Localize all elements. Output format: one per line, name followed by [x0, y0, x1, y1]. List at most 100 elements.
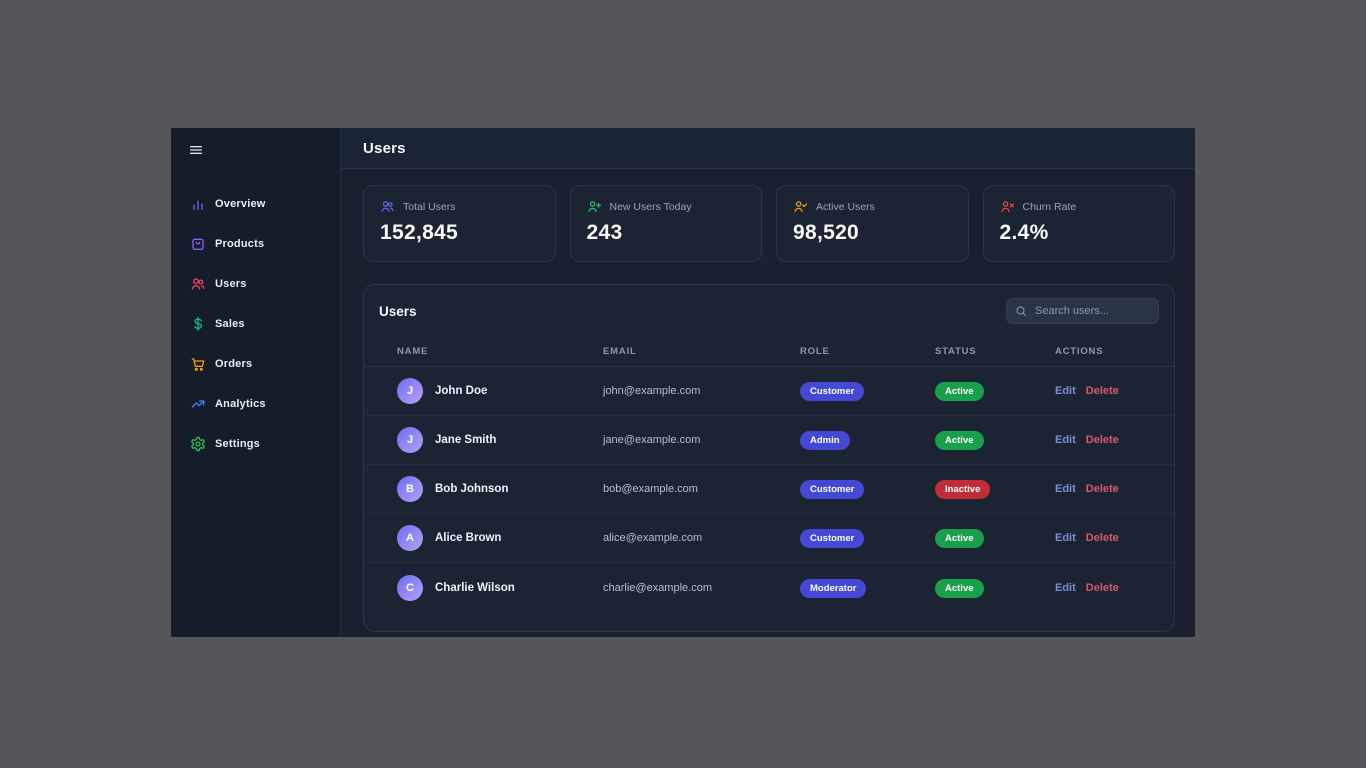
table-row: C Charlie Wilson charlie@example.com Mod… — [364, 563, 1174, 612]
delete-link[interactable]: Delete — [1085, 483, 1119, 495]
menu-icon — [188, 142, 204, 158]
user-name: Charlie Wilson — [435, 581, 515, 594]
sidebar-item-label: Overview — [215, 198, 266, 210]
avatar: A — [397, 525, 423, 551]
stat-value: 152,845 — [380, 221, 459, 244]
users-icon — [380, 199, 395, 214]
table-row: B Bob Johnson bob@example.com Customer I… — [364, 465, 1174, 514]
sidebar: Overview Products Users Sales Orders Ana… — [171, 128, 341, 637]
user-email: bob@example.com — [603, 483, 698, 495]
avatar: C — [397, 574, 423, 601]
user-email: alice@example.com — [603, 532, 703, 544]
column-header: EMAIL — [603, 346, 637, 357]
sidebar-item-sales[interactable]: Sales — [171, 304, 340, 344]
table-header-row: NAME EMAIL ROLE STATUS ACTIONS — [364, 337, 1174, 367]
user-name: Alice Brown — [435, 532, 502, 544]
sidebar-nav: Overview Products Users Sales Orders Ana… — [171, 184, 340, 464]
sidebar-item-settings[interactable]: Settings — [171, 424, 340, 464]
delete-link[interactable]: Delete — [1085, 434, 1119, 446]
shopping-bag-icon — [190, 236, 206, 252]
sidebar-item-users[interactable]: Users — [171, 264, 340, 304]
cart-icon — [190, 356, 206, 372]
edit-link[interactable]: Edit — [1055, 385, 1076, 397]
status-badge: Active — [935, 431, 984, 450]
user-name: John Doe — [435, 385, 488, 397]
column-header: ACTIONS — [1055, 346, 1104, 357]
role-badge: Moderator — [800, 578, 867, 598]
sidebar-item-label: Products — [215, 238, 265, 250]
content: Total Users 152,845 New Users Today 243 … — [341, 169, 1195, 637]
user-x-icon — [1000, 199, 1015, 214]
delete-link[interactable]: Delete — [1085, 581, 1119, 594]
main-area: Users Total Users 152,845 New Users Toda… — [341, 128, 1195, 637]
delete-link[interactable]: Delete — [1085, 385, 1119, 397]
search-box[interactable] — [1006, 298, 1159, 324]
stat-label: Active Users — [816, 200, 875, 213]
user-email: jane@example.com — [603, 434, 701, 446]
sidebar-item-label: Sales — [215, 318, 245, 330]
edit-link[interactable]: Edit — [1055, 581, 1076, 594]
column-header: STATUS — [935, 346, 977, 357]
role-badge: Customer — [800, 529, 865, 548]
search-input[interactable] — [1033, 304, 1150, 318]
stat-card: New Users Today 243 — [569, 185, 762, 262]
status-badge: Active — [935, 578, 984, 598]
edit-link[interactable]: Edit — [1055, 532, 1076, 544]
column-header: NAME — [397, 346, 429, 357]
stat-value: 243 — [586, 221, 623, 244]
status-badge: Inactive — [935, 480, 991, 499]
panel-title: Users — [379, 303, 417, 319]
stat-card: Total Users 152,845 — [363, 185, 556, 262]
stat-cards: Total Users 152,845 New Users Today 243 … — [363, 185, 1175, 262]
menu-toggle-button[interactable] — [188, 142, 204, 158]
bar-chart-icon — [190, 196, 206, 212]
users-icon — [190, 276, 206, 292]
gear-icon — [190, 436, 206, 452]
sidebar-item-label: Orders — [215, 358, 253, 370]
sidebar-item-label: Settings — [215, 438, 260, 450]
edit-link[interactable]: Edit — [1055, 483, 1076, 495]
sidebar-item-overview[interactable]: Overview — [171, 184, 340, 224]
avatar: B — [397, 476, 423, 502]
user-email: charlie@example.com — [603, 581, 712, 594]
edit-link[interactable]: Edit — [1055, 434, 1076, 446]
trend-up-icon — [190, 396, 206, 412]
user-email: john@example.com — [603, 385, 701, 397]
table-row: A Alice Brown alice@example.com Customer… — [364, 514, 1174, 563]
search-icon — [1015, 305, 1027, 317]
delete-link[interactable]: Delete — [1085, 532, 1119, 544]
role-badge: Customer — [800, 382, 865, 401]
user-name: Jane Smith — [435, 434, 497, 446]
dollar-icon — [190, 316, 206, 332]
stat-label: New Users Today — [609, 200, 692, 213]
app-window: Overview Products Users Sales Orders Ana… — [171, 128, 1195, 637]
role-badge: Customer — [800, 480, 865, 499]
table-body: J John Doe john@example.com Customer Act… — [364, 367, 1174, 612]
sidebar-item-analytics[interactable]: Analytics — [171, 384, 340, 424]
stat-card: Active Users 98,520 — [776, 185, 969, 262]
page-header: Users — [341, 128, 1195, 169]
table-row: J John Doe john@example.com Customer Act… — [364, 367, 1174, 416]
stat-value: 2.4% — [999, 221, 1049, 244]
sidebar-item-products[interactable]: Products — [171, 224, 340, 264]
column-header: ROLE — [800, 346, 830, 357]
stat-value: 98,520 — [793, 221, 860, 244]
stat-card: Churn Rate 2.4% — [982, 185, 1175, 262]
users-panel: Users NAME EMAIL ROLE STATUS ACTIONS J J… — [363, 284, 1175, 632]
stat-label: Churn Rate — [1022, 200, 1077, 213]
sidebar-item-orders[interactable]: Orders — [171, 344, 340, 384]
avatar: J — [397, 427, 423, 453]
status-badge: Active — [935, 382, 984, 401]
page-title: Users — [363, 139, 406, 157]
stat-label: Total Users — [403, 200, 456, 213]
sidebar-item-label: Users — [215, 278, 247, 290]
users-panel-header: Users — [364, 285, 1174, 337]
user-name: Bob Johnson — [435, 483, 509, 495]
table-row: J Jane Smith jane@example.com Admin Acti… — [364, 416, 1174, 465]
role-badge: Admin — [800, 431, 850, 450]
avatar: J — [397, 378, 423, 404]
user-check-icon — [793, 199, 808, 214]
status-badge: Active — [935, 529, 984, 548]
user-plus-icon — [587, 199, 602, 214]
sidebar-item-label: Analytics — [215, 398, 266, 410]
